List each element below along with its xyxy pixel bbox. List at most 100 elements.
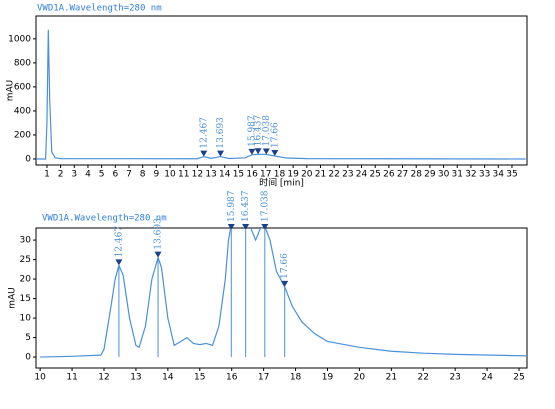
y-tick-label: 20 — [20, 275, 32, 285]
x-tick-label: 11 — [178, 170, 189, 180]
x-tick-label: 11 — [66, 373, 77, 383]
x-tick-label: 32 — [465, 170, 476, 180]
x-tick-label: 35 — [506, 170, 517, 180]
chart-title: VWD1A.Wavelength=280 nm — [42, 214, 167, 224]
plot-area — [36, 29, 526, 160]
y-tick-label: 0 — [25, 154, 31, 164]
x-tick-label: 23 — [342, 170, 353, 180]
x-tick-label: 30 — [438, 170, 450, 180]
x-tick-label: 18 — [290, 373, 302, 383]
x-tick-label: 9 — [153, 170, 159, 180]
plot-frame — [35, 227, 528, 369]
x-tick-label: 21 — [386, 373, 397, 383]
y-tick-label: 1000 — [8, 34, 31, 44]
peak-label: 13.693 — [216, 117, 226, 149]
x-tick-label: 17 — [260, 170, 271, 180]
x-tick-label: 5 — [99, 170, 105, 180]
peak-marker — [254, 148, 262, 155]
y-tick-label: 15 — [20, 294, 31, 304]
x-tick-label: 12 — [192, 170, 203, 180]
x-tick-label: 10 — [164, 170, 176, 180]
x-tick-label: 19 — [287, 170, 299, 180]
peak-label: 17.66 — [270, 122, 280, 148]
x-tick-label: 12 — [98, 373, 109, 383]
plot-frame — [35, 15, 528, 166]
peak-label: 13.693 — [154, 218, 164, 250]
peak-label: 17.66 — [280, 253, 290, 279]
x-tick-label: 14 — [162, 373, 174, 383]
x-tick-label: 29 — [424, 170, 436, 180]
x-tick-label: 4 — [85, 170, 91, 180]
y-tick-label: 800 — [14, 58, 31, 68]
x-tick-label: 16 — [246, 170, 258, 180]
y-tick-label: 600 — [14, 82, 31, 92]
x-tick-label: 18 — [274, 170, 286, 180]
y-tick-label: 25 — [20, 255, 31, 265]
peak-marker — [271, 149, 279, 156]
x-tick-label: 26 — [383, 170, 395, 180]
peak-marker — [261, 224, 269, 230]
x-tick-label: 16 — [226, 373, 238, 383]
x-tick-label: 19 — [322, 373, 334, 383]
x-tick-label: 1 — [44, 170, 50, 180]
x-tick-label: 22 — [328, 170, 339, 180]
peak-marker — [154, 251, 162, 258]
x-tick-label: 27 — [397, 170, 408, 180]
x-tick-label: 8 — [140, 170, 146, 180]
x-tick-label: 10 — [34, 373, 46, 383]
peak-marker — [262, 148, 270, 155]
x-tick-label: 15 — [233, 170, 244, 180]
x-tick-label: 14 — [219, 170, 231, 180]
peak-marker — [217, 150, 225, 157]
x-tick-label: 31 — [452, 170, 463, 180]
x-tick-label: 20 — [354, 373, 366, 383]
peak-marker — [242, 224, 250, 230]
trace — [36, 29, 526, 160]
y-axis-label: mAU — [8, 287, 18, 309]
x-tick-label: 2 — [58, 170, 64, 180]
peak-marker — [200, 150, 208, 157]
x-axis-label: 时间 [min] — [259, 177, 304, 189]
y-tick-label: 200 — [14, 130, 31, 140]
peak-label: 12.467 — [114, 226, 124, 258]
x-tick-label: 24 — [356, 170, 368, 180]
trace — [40, 228, 527, 358]
plot-area — [40, 228, 527, 358]
x-tick-label: 34 — [493, 170, 505, 180]
y-tick-label: 5 — [25, 333, 31, 343]
chart-title: VWD1A.Wavelength=280 nm — [37, 4, 162, 14]
x-tick-label: 13 — [205, 170, 216, 180]
peak-label: 17.038 — [262, 115, 272, 147]
y-tick-label: 0 — [25, 353, 31, 363]
x-tick-label: 33 — [479, 170, 490, 180]
peak-label: 16.437 — [241, 190, 251, 222]
x-tick-label: 3 — [71, 170, 77, 180]
peak-label: 17.038 — [260, 190, 270, 222]
peak-label: 12.467 — [199, 117, 209, 149]
peak-label: 15.987 — [227, 190, 237, 222]
peak-marker — [115, 259, 123, 266]
y-tick-label: 400 — [14, 106, 31, 116]
peak-label: 15.987 — [247, 115, 257, 147]
x-tick-label: 28 — [410, 170, 422, 180]
peak-marker — [248, 148, 256, 155]
y-tick-label: 10 — [20, 314, 32, 324]
x-tick-label: 13 — [130, 373, 141, 383]
x-tick-label: 17 — [258, 373, 269, 383]
x-tick-label: 20 — [301, 170, 313, 180]
x-tick-label: 25 — [369, 170, 380, 180]
x-tick-label: 22 — [418, 373, 429, 383]
peak-marker — [281, 280, 289, 287]
x-tick-label: 24 — [481, 373, 493, 383]
peak-marker — [227, 224, 235, 230]
x-tick-label: 21 — [315, 170, 326, 180]
peak-label: 16.437 — [254, 114, 264, 146]
y-tick-label: 30 — [20, 236, 32, 246]
x-tick-label: 7 — [126, 170, 132, 180]
x-tick-label: 6 — [112, 170, 118, 180]
x-tick-label: 25 — [513, 373, 524, 383]
x-tick-label: 23 — [449, 373, 460, 383]
x-tick-label: 15 — [194, 373, 205, 383]
